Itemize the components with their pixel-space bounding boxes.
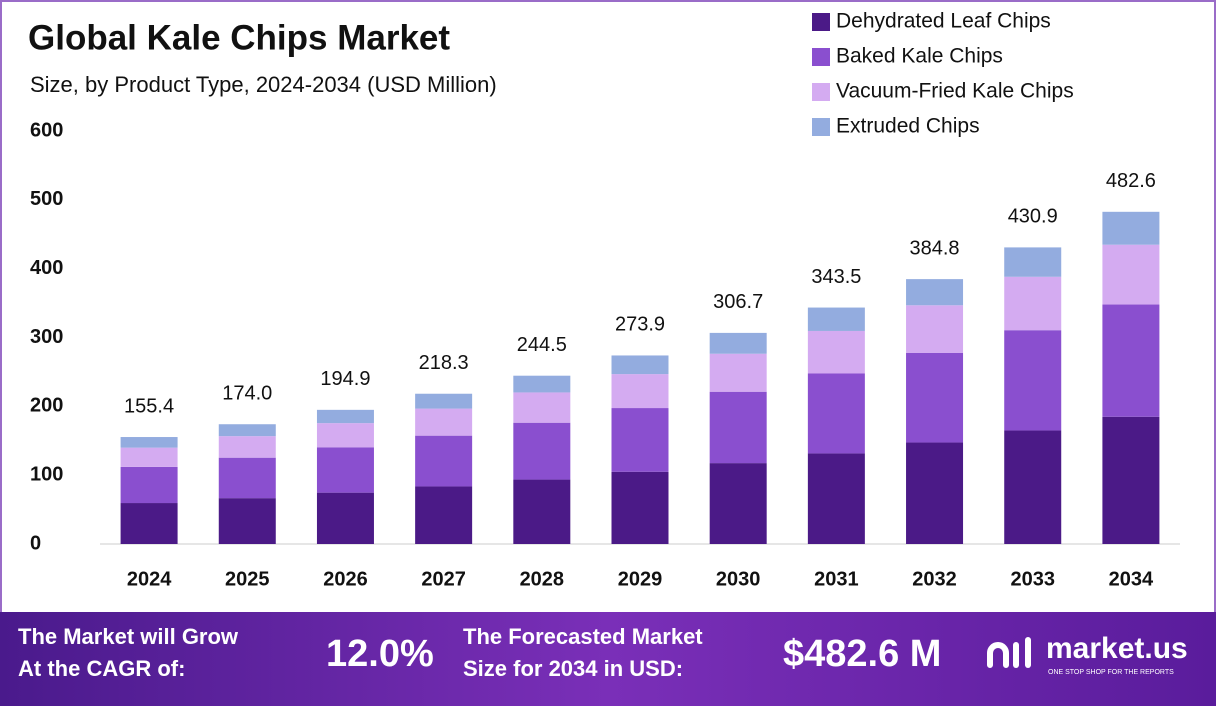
x-tick-label: 2024	[127, 568, 172, 590]
total-label: 384.8	[910, 237, 960, 259]
bar-segment	[120, 503, 178, 544]
bar-segment	[1004, 330, 1062, 431]
x-tick-label: 2034	[1109, 568, 1154, 590]
y-tick-label: 400	[30, 257, 63, 279]
bar-segment	[709, 391, 767, 464]
x-tick-label: 2033	[1010, 568, 1055, 590]
x-tick-label: 2028	[520, 568, 565, 590]
cagr-label: The Market will Grow	[18, 624, 239, 649]
bar-segment	[807, 330, 865, 374]
bar-segment	[415, 435, 473, 487]
bar-segment	[1102, 244, 1160, 305]
bar-segment	[709, 463, 767, 544]
chart-subtitle: Size, by Product Type, 2024-2034 (USD Mi…	[30, 72, 497, 97]
total-label: 430.9	[1008, 206, 1058, 228]
chart-title: Global Kale Chips Market	[28, 18, 450, 57]
y-tick-label: 0	[30, 532, 41, 554]
bar-segment	[218, 457, 276, 499]
forecast-label: Size for 2034 in USD:	[463, 656, 683, 681]
brand: market.us	[1046, 632, 1188, 665]
bar-segment	[1004, 276, 1062, 331]
bar-segment	[218, 436, 276, 458]
bar-segment	[120, 466, 178, 504]
y-tick-label: 500	[30, 188, 63, 210]
bar-segment	[611, 355, 669, 375]
legend-label: Baked Kale Chips	[836, 45, 1003, 68]
bar-segment	[807, 307, 865, 331]
bar-segment	[513, 392, 571, 423]
bar-segment	[709, 353, 767, 392]
total-label: 194.9	[320, 368, 370, 390]
bar-segment	[218, 424, 276, 437]
bar-segment	[120, 447, 178, 467]
bar-segment	[906, 279, 964, 306]
legend-swatch	[812, 48, 830, 66]
bar-segment	[513, 375, 571, 393]
x-tick-label: 2032	[912, 568, 957, 590]
bar-segment	[513, 479, 571, 544]
x-tick-label: 2031	[814, 568, 859, 590]
bar-segment	[906, 352, 964, 443]
total-label: 273.9	[615, 314, 665, 336]
bar-segment	[611, 408, 669, 472]
bar-segment	[316, 492, 374, 544]
cagr-value: 12.0%	[326, 633, 434, 675]
bar-segment	[316, 423, 374, 448]
bar-segment	[807, 453, 865, 544]
y-tick-label: 300	[30, 326, 63, 348]
bar-segment	[1004, 430, 1062, 544]
total-label: 343.5	[811, 266, 861, 288]
legend-swatch	[812, 118, 830, 136]
x-tick-label: 2029	[618, 568, 663, 590]
total-label: 244.5	[517, 334, 567, 356]
bar-segment	[218, 498, 276, 544]
bar-segment	[709, 332, 767, 354]
bar-segment	[415, 393, 473, 409]
bar-segment	[415, 408, 473, 436]
bar-segment	[807, 373, 865, 454]
legend-label: Vacuum-Fried Kale Chips	[836, 80, 1074, 103]
brand-icon	[987, 637, 1031, 668]
cagr-label: At the CAGR of:	[18, 656, 185, 681]
total-label: 306.7	[713, 291, 763, 313]
bar-segment	[1004, 247, 1062, 277]
bar-segment	[611, 374, 669, 409]
bar-segment	[415, 486, 473, 544]
bar-segment	[1102, 416, 1160, 544]
bar-segment	[316, 409, 374, 424]
total-label: 218.3	[419, 352, 469, 374]
bar-segment	[316, 447, 374, 493]
x-tick-label: 2026	[323, 568, 368, 590]
total-label: 482.6	[1106, 170, 1156, 192]
legend-label: Dehydrated Leaf Chips	[836, 10, 1051, 33]
bar-segment	[611, 471, 669, 544]
forecast-value: $482.6 M	[783, 633, 941, 675]
bar-segment	[513, 422, 571, 480]
x-tick-label: 2025	[225, 568, 270, 590]
x-tick-label: 2030	[716, 568, 761, 590]
bar-segment	[906, 305, 964, 353]
total-label: 155.4	[124, 395, 174, 417]
bar-segment	[906, 442, 964, 544]
bar-segment	[120, 437, 178, 448]
legend-label: Extruded Chips	[836, 115, 980, 138]
legend-swatch	[812, 83, 830, 101]
y-tick-label: 600	[30, 119, 63, 141]
y-tick-label: 100	[30, 463, 63, 485]
legend-swatch	[812, 13, 830, 31]
forecast-label: The Forecasted Market	[463, 624, 703, 649]
bar-segment	[1102, 211, 1160, 245]
y-tick-label: 200	[30, 395, 63, 417]
bar-segment	[1102, 304, 1160, 417]
total-label: 174.0	[222, 383, 272, 405]
brand-tagline: ONE STOP SHOP FOR THE REPORTS	[1048, 669, 1174, 676]
x-tick-label: 2027	[421, 568, 466, 590]
